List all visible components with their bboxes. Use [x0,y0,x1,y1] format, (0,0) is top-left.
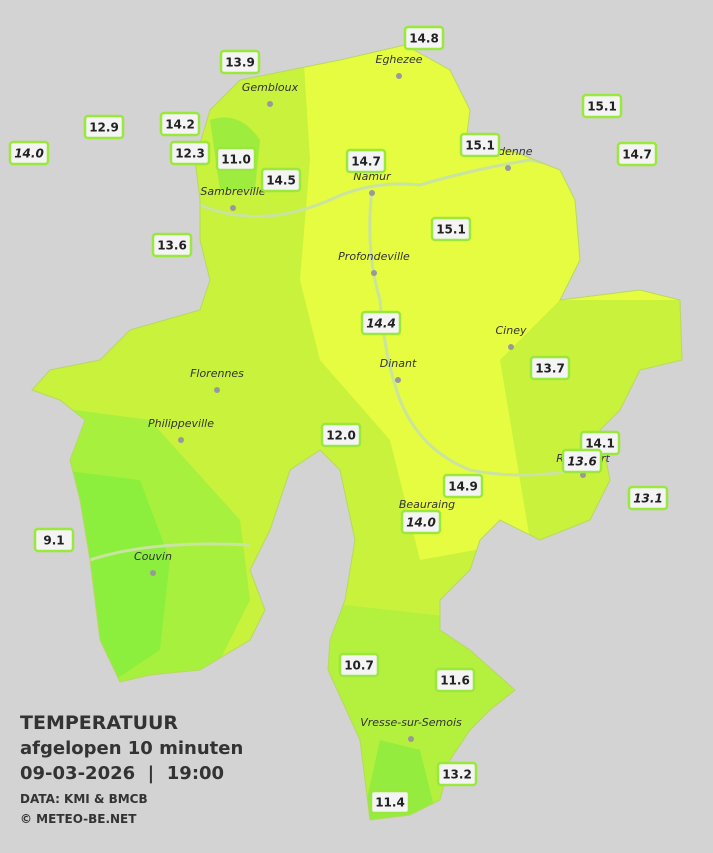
temp-box [260,167,302,193]
temp-label: 14.7 [351,155,381,169]
temp-box [369,789,411,815]
town-label: Beauraing [399,498,455,511]
temp-box [159,111,201,137]
temp-label: 13.1 [633,492,663,506]
temp-label: 13.6 [157,239,187,253]
town-label: Dinant [380,357,417,370]
temp-box [400,509,442,535]
source: DATA: KMI & BMCB [20,792,148,806]
town-dot [230,205,236,211]
temp-box [215,146,257,172]
town-dot [369,190,375,196]
temp-box [436,761,478,787]
temp-label: 14.2 [165,118,195,132]
temp-label: 14.0 [14,147,44,161]
temp-label: 14.4 [366,317,396,331]
town-dot [371,270,377,276]
temp-box [627,485,669,511]
temp-label: 14.9 [448,480,478,494]
town-label: Ciney [496,324,527,337]
temp-label: 12.9 [89,121,119,135]
temp-box [442,473,484,499]
temp-label: 14.0 [406,516,436,530]
temp-label: 11.4 [375,796,405,810]
temp-box [320,422,362,448]
temp-box [345,148,387,174]
town-dot [408,736,414,742]
temp-label: 10.7 [344,659,374,673]
temp-label: 12.0 [326,429,356,443]
temp-box [403,25,445,51]
temp-box [151,232,193,258]
copyright: © METEO-BE.NET [20,812,137,826]
temp-label: 14.8 [409,32,439,46]
temp-label: 13.6 [567,455,597,469]
title-block: TEMPERATUUR afgelopen 10 minuten 09-03-2… [20,712,243,826]
town-dot [395,377,401,383]
temp-label: 15.1 [465,139,495,153]
temp-box [581,93,623,119]
temp-box [561,448,603,474]
temp-label: 13.9 [225,56,255,70]
town-label: Vresse-sur-Semois [360,716,462,729]
town-dot [178,437,184,443]
temp-box [529,355,571,381]
town-label: Gembloux [242,81,299,94]
temp-label: 9.1 [43,534,64,548]
town-dot [580,472,586,478]
temp-label: 13.7 [535,362,565,376]
temp-label: 11.0 [221,153,251,167]
town-label: Florennes [190,367,244,380]
subtitle: afgelopen 10 minuten [20,738,243,759]
temp-box [616,141,658,167]
temp-label: 14.1 [585,437,615,451]
town-label: Eghezee [376,53,423,66]
heading: TEMPERATUUR [20,712,178,734]
town-label: Couvin [134,550,172,563]
temp-box [360,310,402,336]
temp-label: 14.7 [622,148,652,162]
temp-box [169,140,211,166]
town-label: Philippeville [148,417,214,430]
temp-box [459,132,501,158]
town-label: Sambreville [200,185,265,198]
temp-box [8,140,50,166]
temp-box [219,49,261,75]
temp-box [434,667,476,693]
datetime: 09-03-2026 | 19:00 [20,763,224,784]
temp-label: 13.2 [442,768,472,782]
town-dot [396,73,402,79]
temp-box [83,114,125,140]
town-dot [267,101,273,107]
temp-box [430,216,472,242]
temp-label: 15.1 [587,100,617,114]
town-dot [150,570,156,576]
town-dot [214,387,220,393]
temp-box [338,652,380,678]
temp-label: 12.3 [175,147,205,161]
temperatures: 14.8 13.9 15.1 12.9 14.2 14.0 12.3 11.0 14.7 15.1… [8,25,669,815]
temp-label: 14.5 [266,174,296,188]
temp-label: 11.6 [440,674,470,688]
town-dot [505,165,511,171]
town-dot [508,344,514,350]
town-label: Profondeville [338,250,410,263]
temp-label: 15.1 [436,223,466,237]
temp-box [33,527,75,553]
